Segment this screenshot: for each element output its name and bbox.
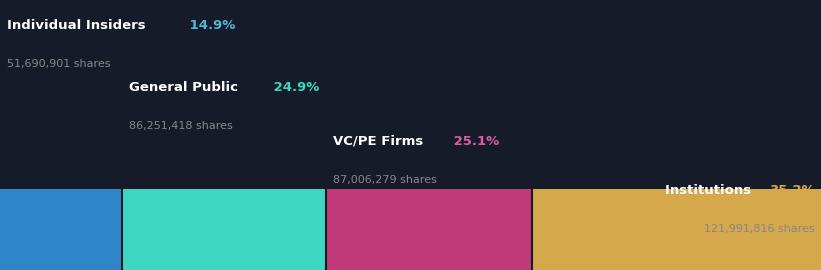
Bar bbox=[122, 189, 327, 270]
Text: VC/PE Firms: VC/PE Firms bbox=[333, 135, 424, 148]
Text: 86,251,418 shares: 86,251,418 shares bbox=[129, 122, 232, 131]
Bar bbox=[532, 189, 821, 270]
Bar bbox=[327, 189, 532, 270]
Text: 51,690,901 shares: 51,690,901 shares bbox=[7, 59, 110, 69]
Text: 24.9%: 24.9% bbox=[269, 81, 320, 94]
Text: Individual Insiders: Individual Insiders bbox=[7, 19, 145, 32]
Bar bbox=[0, 189, 122, 270]
Text: 35.2%: 35.2% bbox=[768, 184, 814, 197]
Text: 14.9%: 14.9% bbox=[186, 19, 236, 32]
Text: 121,991,816 shares: 121,991,816 shares bbox=[704, 224, 814, 234]
Text: 25.1%: 25.1% bbox=[449, 135, 500, 148]
Text: General Public: General Public bbox=[129, 81, 238, 94]
Text: Institutions: Institutions bbox=[665, 184, 755, 197]
Text: 87,006,279 shares: 87,006,279 shares bbox=[333, 176, 437, 185]
